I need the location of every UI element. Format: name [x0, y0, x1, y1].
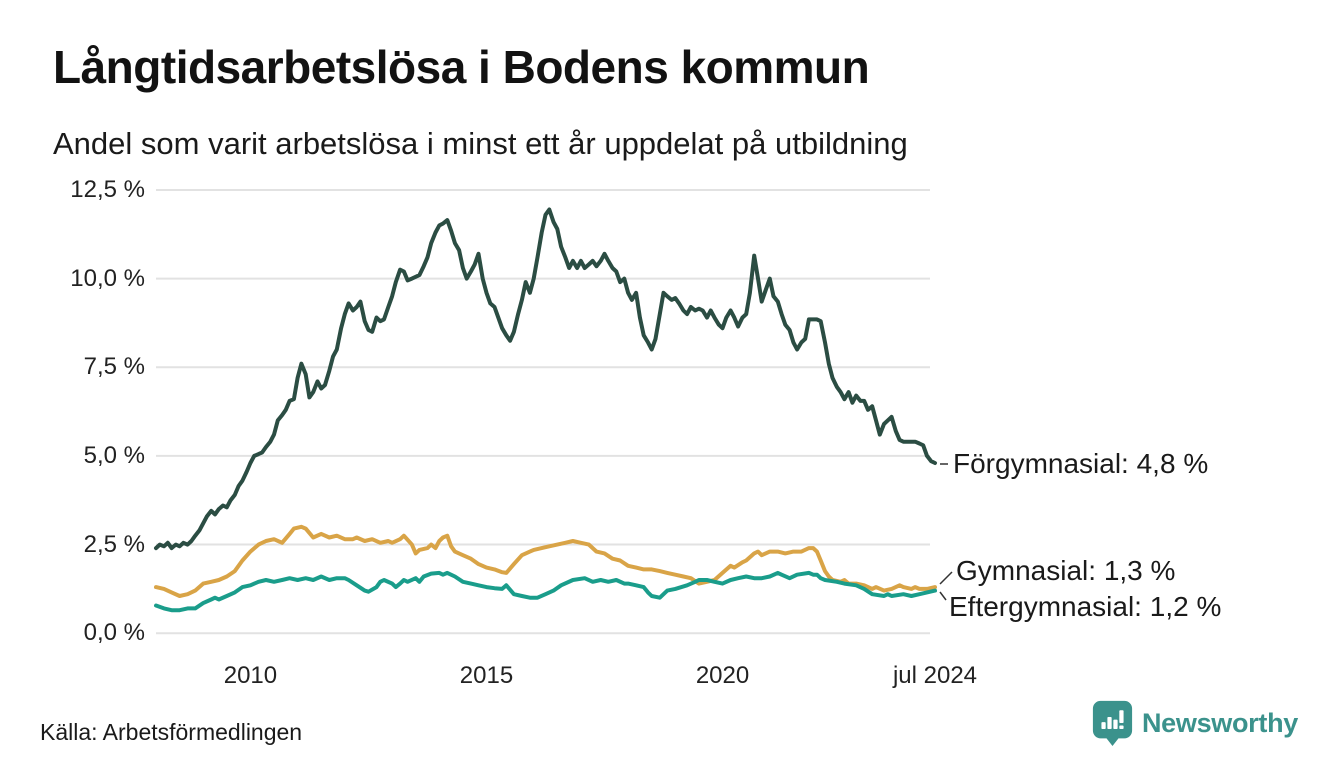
chart-subtitle: Andel som varit arbetslösa i minst ett å…: [53, 126, 908, 161]
y-tick-label: 5,0 %: [83, 441, 145, 469]
page-title: Långtidsarbetslösa i Bodens kommun: [53, 41, 870, 93]
y-tick-label: 12,5 %: [70, 175, 145, 203]
series-label-forgymnasial: Förgymnasial: 4,8 %: [953, 448, 1209, 479]
label-connector: [939, 571, 953, 585]
x-tick-label: 2015: [459, 662, 514, 689]
source-attribution: Källa: Arbetsförmedlingen: [40, 719, 303, 745]
newsworthy-branding: Newsworthy: [1092, 700, 1298, 746]
y-tick-label: 2,5 %: [83, 530, 145, 558]
x-tick-label: jul 2024: [892, 662, 978, 689]
bar-chart-bubble-icon: [1092, 700, 1133, 746]
newsworthy-wordmark: Newsworthy: [1141, 707, 1298, 738]
y-tick-label: 10,0 %: [70, 264, 145, 292]
y-tick-label: 0,0 %: [83, 619, 145, 647]
series-label-eftergymnasial: Eftergymnasial: 1,2 %: [949, 591, 1222, 622]
series-label-gymnasial: Gymnasial: 1,3 %: [956, 555, 1176, 586]
y-tick-label: 7,5 %: [83, 353, 145, 381]
x-tick-label: 2010: [223, 662, 278, 689]
series-line-gymnasial: [154, 524, 937, 598]
label-connector: [939, 591, 947, 601]
series-line-eftergymnasial: [154, 570, 937, 613]
series-line-förgymnasial: [154, 207, 937, 551]
x-tick-label: 2020: [695, 662, 750, 689]
